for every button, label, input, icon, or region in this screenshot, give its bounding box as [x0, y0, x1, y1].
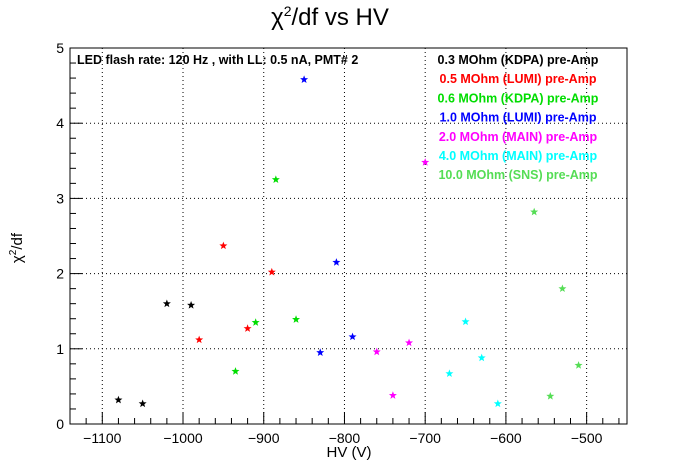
data-point	[292, 315, 301, 323]
data-point	[421, 158, 430, 166]
data-point	[388, 391, 397, 399]
legend-entry: 0.5 MOhm (LUMI) pre-Amp	[440, 72, 597, 86]
data-point	[348, 332, 357, 341]
y-tick-label: 3	[56, 190, 64, 206]
chart-title-sup: 2	[284, 3, 292, 19]
chart-title: χ2/df vs HV	[271, 3, 389, 31]
x-tick-label: −900	[248, 430, 280, 446]
data-point	[405, 338, 414, 347]
y-axis-title-rest: /df	[9, 232, 26, 250]
x-tick-label: −1100	[83, 430, 121, 446]
data-point	[477, 353, 486, 362]
x-tick-label: −800	[329, 430, 361, 446]
data-point	[138, 399, 147, 408]
data-points	[114, 75, 583, 408]
y-tick-label: 1	[56, 341, 64, 357]
data-point	[558, 284, 567, 293]
data-point	[332, 258, 341, 266]
data-point	[300, 75, 309, 83]
data-point	[267, 267, 276, 276]
data-point	[219, 241, 228, 250]
data-point	[195, 335, 204, 344]
legend-entry: 0.3 MOhm (KDPA) pre-Amp	[438, 53, 599, 67]
x-tick-label: −600	[490, 430, 522, 446]
chart-title-chi: χ	[271, 4, 284, 31]
x-tick-label: −1000	[163, 430, 203, 446]
y-tick-label: 2	[56, 266, 64, 282]
data-point	[493, 399, 502, 408]
data-point	[271, 175, 280, 183]
x-tick-label: −500	[571, 430, 603, 446]
x-tick-label: −700	[409, 430, 441, 446]
data-point	[445, 369, 454, 378]
legend-entry: 0.6 MOhm (KDPA) pre-Amp	[438, 91, 599, 105]
data-point	[162, 299, 171, 308]
legend-entry: 2.0 MOhm (MAIN) pre-Amp	[439, 130, 598, 144]
annotation-text: LED flash rate: 120 Hz , with LL: 0.5 nA…	[77, 53, 358, 67]
data-point	[574, 361, 583, 369]
y-tick-label: 5	[56, 40, 64, 56]
data-point	[372, 347, 381, 356]
legend-entry: 4.0 MOhm (MAIN) pre-Amp	[439, 149, 598, 163]
legend-entry: 1.0 MOhm (LUMI) pre-Amp	[440, 111, 597, 125]
data-point	[461, 317, 470, 326]
axes: −1100 −1000 −900 −800 −700 −600 −500 0 1 2 3 4 5	[56, 40, 628, 446]
y-tick-label: 4	[56, 115, 64, 131]
y-axis-title-chi: χ	[9, 255, 26, 263]
data-point	[114, 395, 123, 404]
y-axis-title: χ2/df	[8, 232, 26, 263]
data-point	[243, 324, 252, 332]
data-point	[546, 391, 555, 400]
chart-title-rest: /df vs HV	[292, 4, 389, 31]
data-point	[251, 318, 260, 326]
data-point	[316, 348, 325, 356]
y-tick-label: 0	[56, 416, 64, 432]
y-axis-title-sup: 2	[8, 249, 19, 255]
legend-entry: 10.0 MOhm (SNS) pre-Amp	[438, 168, 597, 182]
legend: 0.3 MOhm (KDPA) pre-Amp 0.5 MOhm (LUMI) p…	[438, 53, 599, 182]
gridlines	[70, 48, 627, 424]
x-axis-title: HV (V)	[327, 444, 372, 461]
data-point	[231, 367, 240, 375]
data-point	[530, 207, 539, 216]
data-point	[187, 300, 196, 309]
plot-frame	[69, 47, 628, 425]
